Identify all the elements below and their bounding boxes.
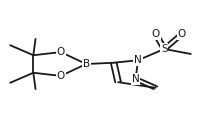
Text: N: N <box>132 74 140 84</box>
Text: N: N <box>134 55 142 65</box>
Text: S: S <box>161 44 168 54</box>
Text: B: B <box>83 59 90 69</box>
Text: O: O <box>57 47 65 57</box>
Text: O: O <box>178 29 186 39</box>
Text: O: O <box>151 29 160 39</box>
Text: O: O <box>57 71 65 81</box>
